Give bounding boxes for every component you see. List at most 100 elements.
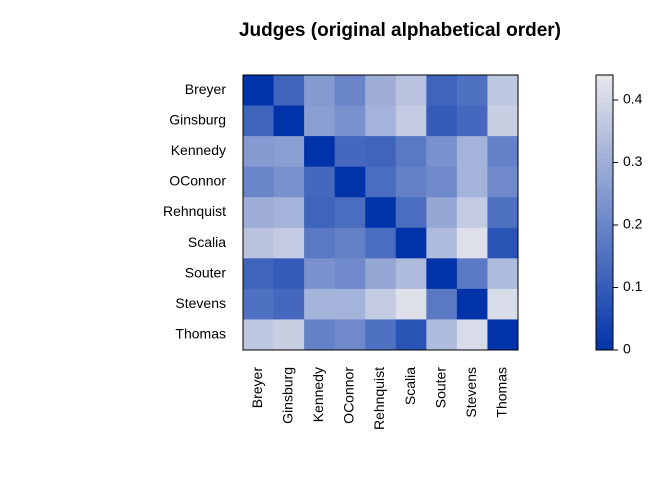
colorbar-tick-label: 0.2 xyxy=(623,216,643,232)
heatmap-cell xyxy=(243,166,274,198)
colorbar-step xyxy=(596,130,613,136)
heatmap-cell xyxy=(273,258,305,290)
colorbar-step xyxy=(596,171,613,177)
row-label: Breyer xyxy=(185,81,227,97)
heatmap-cell xyxy=(334,227,366,259)
colorbar-step xyxy=(596,111,613,117)
heatmap-cell xyxy=(426,105,458,137)
colorbar-step xyxy=(596,226,613,232)
colorbar-step xyxy=(596,322,613,328)
heatmap-cell xyxy=(243,227,274,259)
heatmap-cell xyxy=(273,75,305,106)
row-label: Stevens xyxy=(175,295,226,311)
heatmap-cell xyxy=(304,166,336,198)
heatmap-cell xyxy=(365,136,397,168)
column-label: Ginsburg xyxy=(280,367,296,424)
heatmap-cell xyxy=(487,319,519,351)
heatmap-cell xyxy=(487,227,519,259)
heatmap-cell xyxy=(426,166,458,198)
colorbar-step xyxy=(596,253,613,259)
heatmap-cell xyxy=(365,105,397,137)
heatmap-cell xyxy=(395,319,427,351)
heatmap-cell xyxy=(487,197,519,229)
colorbar-border xyxy=(595,74,614,351)
colorbar-step xyxy=(596,194,613,200)
heatmap-cell xyxy=(426,227,458,259)
colorbar-step xyxy=(596,212,613,218)
colorbar-step xyxy=(596,331,613,337)
colorbar-step xyxy=(596,285,613,291)
heatmap-cell xyxy=(243,75,274,106)
heatmap-cell xyxy=(487,166,519,198)
heatmap-cell xyxy=(334,319,366,351)
heatmap-cell xyxy=(426,136,458,168)
row-label: OConnor xyxy=(169,173,226,189)
colorbar-step xyxy=(596,152,613,158)
colorbar-step xyxy=(596,336,613,342)
heatmap-cell xyxy=(426,288,458,320)
heatmap-cell xyxy=(395,197,427,229)
heatmap-cell xyxy=(456,197,488,229)
colorbar-step xyxy=(596,240,613,246)
heatmap-cell xyxy=(334,75,366,106)
heatmap-cell xyxy=(334,136,366,168)
colorbar-step xyxy=(596,317,613,323)
heatmap-cell xyxy=(304,258,336,290)
heatmap-cell xyxy=(395,105,427,137)
heatmap-cell xyxy=(395,136,427,168)
heatmap-cell xyxy=(456,288,488,320)
colorbar-step xyxy=(596,313,613,319)
heatmap-cell xyxy=(365,227,397,259)
heatmap-cell xyxy=(334,288,366,320)
heatmap-cell xyxy=(304,227,336,259)
heatmap-cell xyxy=(487,288,519,320)
heatmap-cell xyxy=(273,105,305,137)
column-label: Breyer xyxy=(249,367,265,409)
heatmap-cell xyxy=(304,197,336,229)
heatmap-cell xyxy=(456,136,488,168)
heatmap-cell xyxy=(273,288,305,320)
heatmap-cell xyxy=(243,288,274,320)
heatmap-cell xyxy=(487,258,519,290)
column-label: Rehnquist xyxy=(371,367,387,430)
heatmap-cell xyxy=(395,166,427,198)
colorbar-step xyxy=(596,235,613,241)
colorbar-step xyxy=(596,134,613,140)
heatmap-cell xyxy=(243,258,274,290)
heatmap-cell xyxy=(243,105,274,137)
colorbar-step xyxy=(596,189,613,195)
colorbar-step xyxy=(596,345,613,351)
heatmap-cell xyxy=(273,227,305,259)
colorbar-step xyxy=(596,304,613,310)
row-label: Souter xyxy=(185,264,227,280)
heatmap-cell xyxy=(243,319,274,351)
heatmap-cell xyxy=(426,197,458,229)
colorbar-step xyxy=(596,290,613,296)
heatmap-cell xyxy=(243,197,274,229)
column-label: Scalia xyxy=(402,367,418,405)
colorbar-tick-label: 0 xyxy=(623,341,631,357)
colorbar-step xyxy=(596,97,613,103)
heatmap-cell xyxy=(334,105,366,137)
heatmap-cell xyxy=(395,227,427,259)
colorbar-step xyxy=(596,230,613,236)
colorbar-step xyxy=(596,162,613,168)
colorbar-step xyxy=(596,102,613,108)
colorbar-step xyxy=(596,244,613,250)
colorbar-step xyxy=(596,88,613,94)
heatmap-cell xyxy=(487,75,519,106)
heatmap-cell xyxy=(334,258,366,290)
colorbar-step xyxy=(596,221,613,227)
colorbar-step xyxy=(596,143,613,149)
heatmap-cell xyxy=(273,319,305,351)
heatmap-cell xyxy=(273,166,305,198)
colorbar-step xyxy=(596,79,613,85)
colorbar-step xyxy=(596,116,613,122)
heatmap-cell xyxy=(365,166,397,198)
colorbar-step xyxy=(596,166,613,172)
colorbar-step xyxy=(596,327,613,333)
heatmap-cell xyxy=(365,319,397,351)
heatmap-cell xyxy=(395,258,427,290)
colorbar-step xyxy=(596,107,613,113)
colorbar-step xyxy=(596,185,613,191)
